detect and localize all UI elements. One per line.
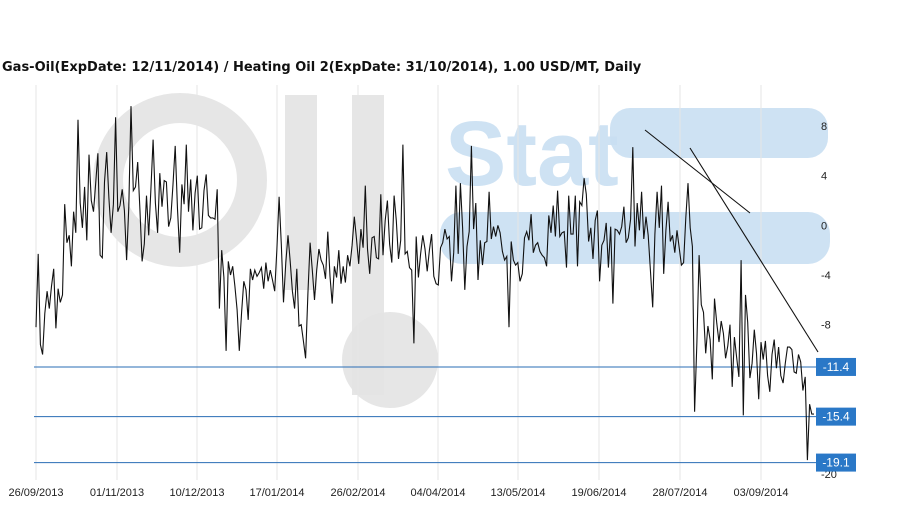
- level-badge-label: -11.4: [823, 360, 850, 374]
- y-tick-label: 0: [821, 220, 827, 232]
- level-badge-label: -19.1: [822, 456, 850, 470]
- x-tick-label: 26/02/2014: [330, 487, 385, 499]
- level-badge-label: -15.4: [822, 410, 850, 424]
- trendline-1: [644, 129, 751, 214]
- oilstat-watermark: Stat: [93, 93, 830, 408]
- level-badge: [816, 357, 856, 376]
- y-tick-label: -8: [821, 320, 831, 332]
- x-tick-label: 17/01/2014: [249, 487, 304, 499]
- x-tick-label: 10/12/2013: [169, 487, 224, 499]
- level-badge: [816, 453, 856, 472]
- trendline-2: [689, 147, 819, 353]
- x-tick-label: 28/07/2014: [652, 487, 707, 499]
- x-tick-label: 03/09/2014: [733, 487, 788, 499]
- x-tick-label: 04/04/2014: [410, 487, 465, 499]
- series-line: [35, 106, 814, 461]
- level-badge: [816, 407, 856, 426]
- x-tick-label: 26/09/2013: [8, 487, 63, 499]
- trendlines: [644, 129, 819, 353]
- watermark-drop: [342, 312, 438, 408]
- x-tick-label: 19/06/2014: [571, 487, 626, 499]
- y-tick-label: 8: [821, 121, 827, 133]
- y-tick-label: 4: [821, 171, 827, 183]
- y-tick-label: -20: [821, 469, 837, 481]
- x-tick-label: 01/11/2013: [90, 487, 144, 499]
- watermark-bar-1: [610, 108, 828, 158]
- watermark-stat-text: Stat: [445, 103, 619, 205]
- chart-title: Gas-Oil(ExpDate: 12/11/2014) / Heating O…: [2, 60, 642, 75]
- y-tick-label: -4: [821, 270, 831, 282]
- x-tick-label: 13/05/2014: [490, 487, 545, 499]
